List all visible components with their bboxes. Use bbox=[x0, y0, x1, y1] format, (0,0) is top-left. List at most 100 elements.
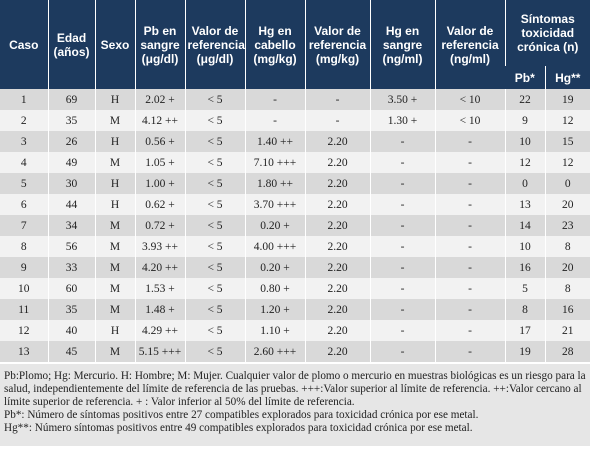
table-cell: 13 bbox=[504, 194, 545, 215]
table-cell: 5.15 +++ bbox=[134, 341, 185, 362]
table-cell: 23 bbox=[544, 215, 590, 236]
table-cell: 12 bbox=[504, 152, 545, 173]
table-row: 1 69 H 2.02 + < 5- -3.50 + < 10 22 19 bbox=[0, 89, 590, 110]
table-body: 1 69 H 2.02 + < 5- -3.50 + < 10 22 19 2 35 M 4.12 ++… bbox=[0, 89, 590, 362]
table-cell: 2.20 bbox=[304, 299, 370, 320]
table-cell: 22 bbox=[504, 89, 545, 110]
table-cell: < 5 bbox=[184, 320, 245, 341]
data-table: Caso Edad (años) Sexo Pb en sangre (μg/d… bbox=[0, 0, 590, 362]
table-cell: 3.70 +++ bbox=[244, 194, 305, 215]
table-cell: 12 bbox=[544, 110, 590, 131]
table-cell: H bbox=[94, 194, 135, 215]
table-cell: 19 bbox=[504, 341, 545, 362]
table-cell: < 10 bbox=[434, 110, 505, 131]
table-cell: < 5 bbox=[184, 89, 245, 110]
table-cell: M bbox=[94, 152, 135, 173]
table-row: 9 33 M 4.20 ++ < 5 0.20 +2.20- -16 20 bbox=[0, 257, 590, 278]
table-cell: 8 bbox=[544, 278, 590, 299]
subheader-cell: Pb* bbox=[505, 66, 545, 89]
table-cell: M bbox=[94, 278, 135, 299]
table-cell: H bbox=[94, 131, 135, 152]
table-cell: 0.56 + bbox=[134, 131, 185, 152]
table-row: 7 34 M 0.72 + < 5 0.20 +2.20- -14 23 bbox=[0, 215, 590, 236]
table-row: 5 30 H 1.00 + < 5 1.80 ++ 2.20- -0 0 bbox=[0, 173, 590, 194]
table-cell: 0.72 + bbox=[134, 215, 185, 236]
table-cell: 33 bbox=[47, 257, 95, 278]
table-cell: 12 bbox=[544, 152, 590, 173]
table-cell: < 5 bbox=[184, 110, 245, 131]
table-cell: 21 bbox=[544, 320, 590, 341]
table-cell: 49 bbox=[47, 152, 95, 173]
table-cell: 1.30 + bbox=[369, 110, 435, 131]
table-row: 8 56 M 3.93 ++ < 5 4.00 +++ 2.20- -10 8 bbox=[0, 236, 590, 257]
subheader-cell: Hg** bbox=[544, 66, 590, 89]
table-cell: 0.20 + bbox=[244, 215, 305, 236]
table-row: 12 40 H 4.29 ++ < 5 1.10 +2.20- -17 21 bbox=[0, 320, 590, 341]
table-cell: 2.20 bbox=[304, 194, 370, 215]
table-cell: 69 bbox=[47, 89, 95, 110]
footnote: Pb*: Número de síntomas positivos entre … bbox=[4, 409, 479, 421]
table-cell: 2.60 +++ bbox=[244, 341, 305, 362]
table-cell: < 5 bbox=[184, 152, 245, 173]
table-cell: 60 bbox=[47, 278, 95, 299]
table-cell: 3.50 + bbox=[369, 89, 435, 110]
table-cell: - bbox=[434, 341, 505, 362]
table-cell: 3 bbox=[0, 131, 48, 152]
table-cell: 1.10 + bbox=[244, 320, 305, 341]
table-cell: 3.93 ++ bbox=[134, 236, 185, 257]
table-cell: 2.02 + bbox=[134, 89, 185, 110]
table-cell: M bbox=[94, 341, 135, 362]
table-cell: 44 bbox=[47, 194, 95, 215]
table-cell: M bbox=[94, 257, 135, 278]
table-cell: - bbox=[244, 89, 305, 110]
table-cell: - bbox=[369, 320, 435, 341]
table-cell: 1.00 + bbox=[134, 173, 185, 194]
header-cell: Hg en sangre (ng/ml) bbox=[369, 0, 435, 89]
table-cell: 0.80 + bbox=[244, 278, 305, 299]
table-cell: - bbox=[304, 110, 370, 131]
table-cell: 8 bbox=[504, 299, 545, 320]
table-cell: - bbox=[369, 236, 435, 257]
table-cell: 35 bbox=[47, 299, 95, 320]
table-cell: 10 bbox=[504, 236, 545, 257]
table-cell: 1.48 + bbox=[134, 299, 185, 320]
table-cell: 4.20 ++ bbox=[134, 257, 185, 278]
table-cell: 7 bbox=[0, 215, 48, 236]
table-cell: - bbox=[434, 173, 505, 194]
table-cell: < 5 bbox=[184, 173, 245, 194]
table-cell: 1.05 + bbox=[134, 152, 185, 173]
footnotes: Pb:Plomo; Hg: Mercurio. H: Hombre; M: Mu… bbox=[0, 364, 590, 446]
table-cell: 20 bbox=[544, 194, 590, 215]
table-cell: 19 bbox=[544, 89, 590, 110]
table-cell: 56 bbox=[47, 236, 95, 257]
table-cell: 10 bbox=[504, 131, 545, 152]
header-cell: Sexo bbox=[94, 0, 135, 89]
table-cell: 5 bbox=[504, 278, 545, 299]
table-cell: < 5 bbox=[184, 299, 245, 320]
table-cell: 0.20 + bbox=[244, 257, 305, 278]
table-cell: - bbox=[304, 89, 370, 110]
table-cell: 10 bbox=[0, 278, 48, 299]
header-cell: Edad (años) bbox=[47, 0, 95, 89]
table-cell: 28 bbox=[544, 341, 590, 362]
table-cell: 35 bbox=[47, 110, 95, 131]
table-cell: M bbox=[94, 236, 135, 257]
table-cell: 7.10 +++ bbox=[244, 152, 305, 173]
footnote: Pb:Plomo; Hg: Mercurio. H: Hombre; M: Mu… bbox=[4, 370, 586, 408]
table-cell: 2.20 bbox=[304, 278, 370, 299]
table-cell: 1.80 ++ bbox=[244, 173, 305, 194]
table-cell: H bbox=[94, 320, 135, 341]
table-cell: 40 bbox=[47, 320, 95, 341]
table-row: 2 35 M 4.12 ++ < 5- -1.30 + < 10 9 12 bbox=[0, 110, 590, 131]
table-cell: 14 bbox=[504, 215, 545, 236]
table-cell: 1.53 + bbox=[134, 278, 185, 299]
table-cell: 6 bbox=[0, 194, 48, 215]
table-cell: 2 bbox=[0, 110, 48, 131]
table-cell: - bbox=[434, 299, 505, 320]
table-row: 4 49 M 1.05 + < 5 7.10 +++ 2.20- -12 12 bbox=[0, 152, 590, 173]
table-cell: H bbox=[94, 173, 135, 194]
header-cell: Valor de referencia (μg/dl) bbox=[184, 0, 245, 89]
table-cell: 2.20 bbox=[304, 320, 370, 341]
table-cell: - bbox=[244, 110, 305, 131]
